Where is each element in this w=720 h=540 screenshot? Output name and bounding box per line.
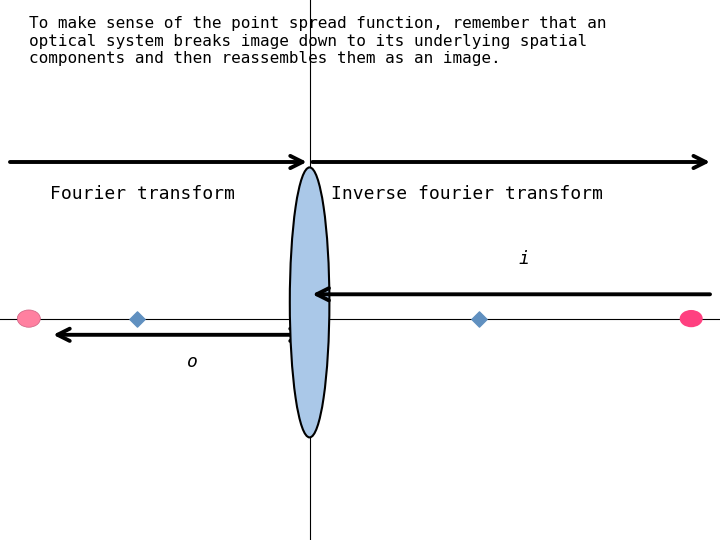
Text: Inverse fourier transform: Inverse fourier transform: [331, 185, 603, 204]
Circle shape: [17, 310, 40, 327]
Text: Fourier transform: Fourier transform: [50, 185, 235, 204]
Point: [473, 314, 485, 323]
Text: o: o: [187, 353, 198, 371]
Circle shape: [680, 310, 703, 327]
Text: To make sense of the point spread function, remember that an
optical system brea: To make sense of the point spread functi…: [29, 16, 606, 66]
Point: [131, 314, 143, 323]
Ellipse shape: [289, 167, 330, 437]
Text: i: i: [518, 250, 529, 268]
